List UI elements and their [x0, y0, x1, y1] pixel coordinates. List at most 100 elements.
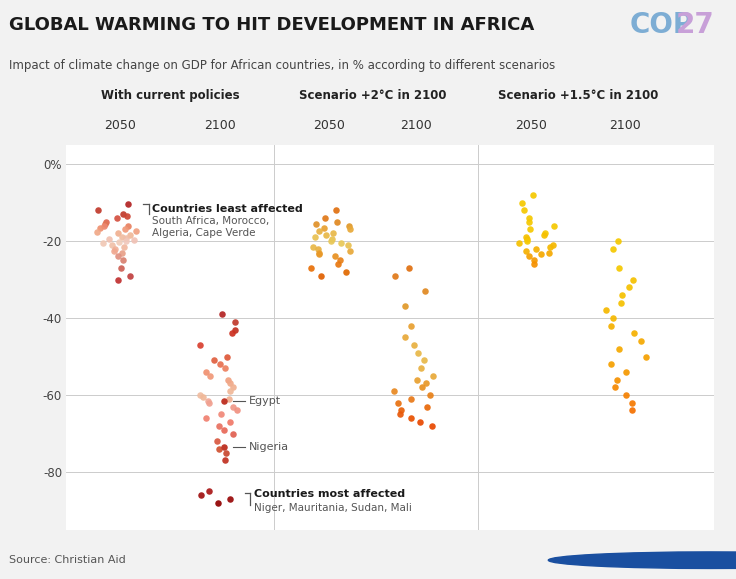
Point	[521, 234, 533, 244]
Point	[420, 379, 432, 388]
Text: Nigeria: Nigeria	[249, 442, 289, 452]
Point	[212, 498, 224, 507]
Point	[100, 217, 112, 226]
Point	[614, 344, 626, 353]
Point	[605, 360, 617, 369]
Point	[626, 398, 637, 408]
Point	[605, 321, 617, 331]
Point	[392, 398, 403, 408]
Point	[112, 229, 124, 238]
Point	[606, 313, 618, 323]
Point	[103, 234, 115, 244]
Point	[92, 206, 104, 215]
Point	[544, 242, 556, 251]
Point	[128, 236, 140, 245]
Point	[318, 223, 330, 232]
Point	[406, 394, 417, 404]
Point	[194, 340, 206, 350]
Point	[616, 290, 628, 299]
Point	[520, 233, 531, 242]
Point	[620, 390, 632, 400]
Point	[112, 252, 124, 261]
Text: Niger, Mauritania, Sudan, Mali: Niger, Mauritania, Sudan, Mali	[254, 503, 412, 513]
Point	[216, 410, 227, 419]
Point	[204, 371, 216, 380]
Point	[640, 352, 652, 361]
Point	[224, 387, 236, 396]
Point	[320, 230, 332, 240]
Point	[427, 371, 439, 380]
Text: Countries least affected: Countries least affected	[152, 204, 303, 214]
Point	[325, 236, 336, 245]
Point	[389, 271, 401, 280]
Point	[613, 263, 625, 273]
Point	[424, 390, 436, 400]
Point	[395, 406, 407, 415]
Point	[229, 317, 241, 327]
Point	[543, 248, 555, 257]
Point	[111, 213, 123, 222]
Point	[628, 329, 640, 338]
Point	[315, 271, 327, 280]
Text: 2100: 2100	[204, 119, 236, 133]
Point	[406, 321, 417, 331]
Point	[538, 230, 550, 240]
Point	[311, 244, 323, 254]
Point	[122, 200, 134, 209]
Point	[388, 387, 400, 396]
Point	[118, 242, 130, 251]
Text: AFP: AFP	[662, 553, 696, 567]
Point	[108, 246, 120, 255]
Point	[314, 250, 325, 259]
Point	[124, 230, 135, 240]
Point	[627, 275, 639, 284]
Point	[421, 402, 433, 411]
Point	[539, 229, 551, 238]
Point	[116, 248, 128, 257]
Point	[112, 275, 124, 284]
Point	[113, 237, 124, 247]
Point	[626, 406, 637, 415]
Point	[523, 217, 534, 226]
Point	[218, 442, 230, 452]
Point	[408, 340, 420, 350]
Point	[226, 329, 238, 338]
Point	[612, 236, 624, 245]
Point	[117, 256, 129, 265]
Point	[219, 364, 231, 373]
Point	[528, 256, 539, 265]
Point	[607, 244, 619, 254]
Point	[342, 240, 353, 250]
Point	[203, 398, 215, 408]
Point	[612, 375, 623, 384]
Point	[547, 240, 559, 250]
Point	[122, 221, 134, 230]
Point	[513, 239, 525, 248]
Point	[522, 236, 534, 245]
Text: Impact of climate change on GDP for African countries, in % according to differe: Impact of climate change on GDP for Afri…	[9, 58, 555, 72]
Point	[416, 383, 428, 392]
Text: With current policies: With current policies	[101, 89, 239, 102]
Point	[309, 233, 321, 242]
Point	[548, 221, 559, 230]
Point	[343, 221, 355, 230]
Point	[308, 242, 319, 251]
Point	[109, 244, 121, 254]
Point	[620, 367, 632, 376]
Point	[218, 396, 230, 405]
Point	[202, 396, 214, 405]
Point	[330, 217, 342, 226]
Point	[200, 367, 212, 376]
Text: Scenario +1.5°C in 2100: Scenario +1.5°C in 2100	[498, 89, 658, 102]
Point	[106, 240, 118, 250]
Point	[116, 233, 127, 242]
Point	[314, 248, 325, 257]
Point	[523, 252, 535, 261]
Point	[213, 360, 225, 369]
Point	[520, 246, 532, 255]
Point	[224, 379, 236, 388]
Point	[216, 310, 228, 319]
Point	[394, 410, 406, 419]
Text: Countries most affected: Countries most affected	[254, 489, 406, 499]
Text: Scenario +2°C in 2100: Scenario +2°C in 2100	[299, 89, 446, 102]
